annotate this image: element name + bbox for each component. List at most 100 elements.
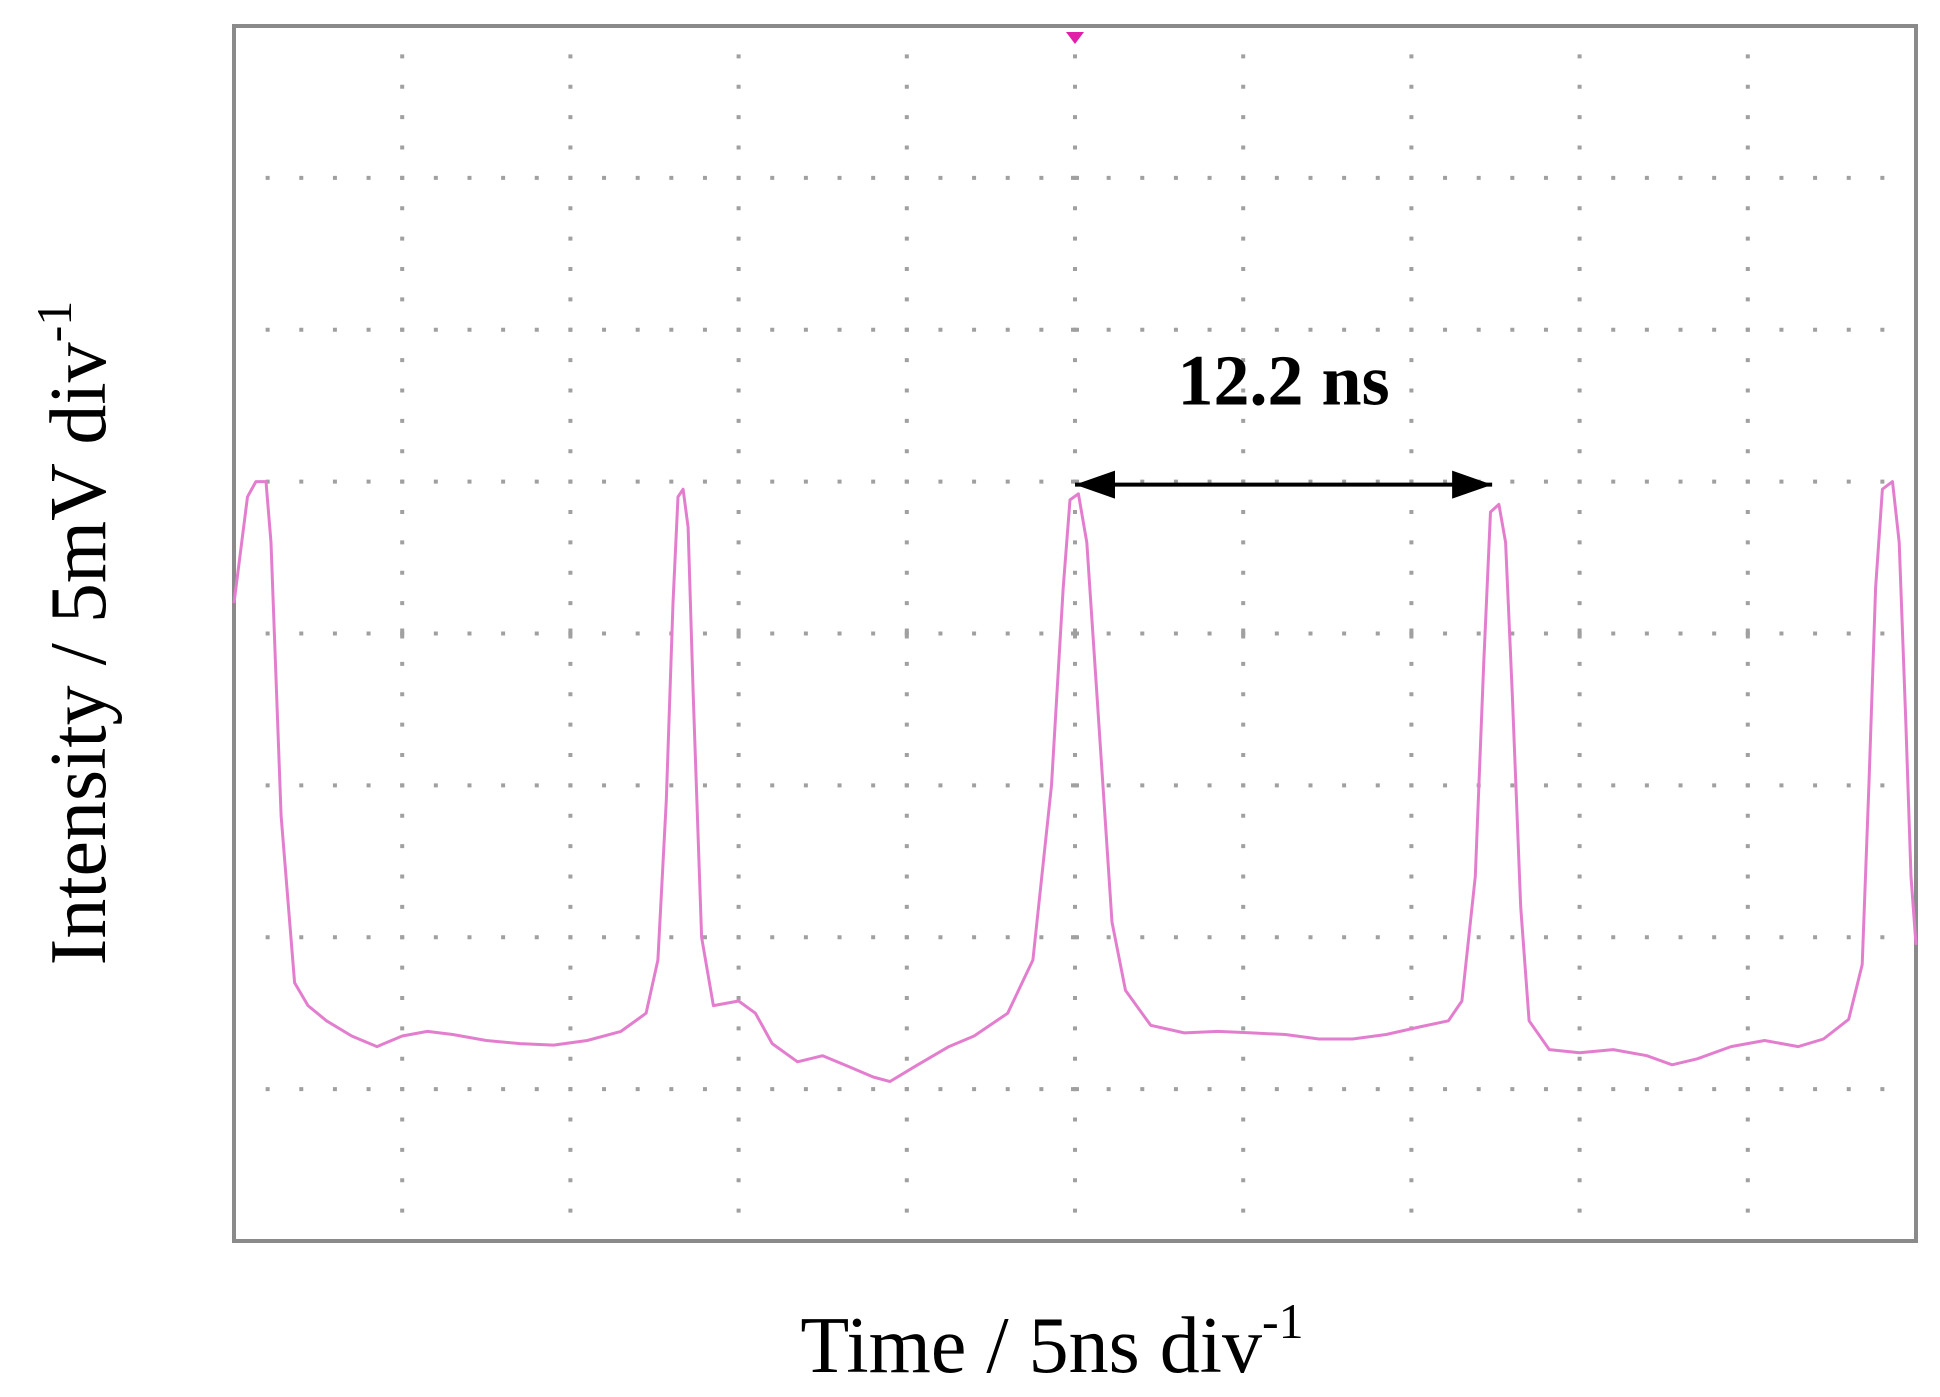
grid-dot bbox=[1106, 327, 1111, 332]
grid-dot bbox=[770, 783, 775, 788]
grid-dot bbox=[803, 175, 808, 180]
grid-dot bbox=[1073, 813, 1077, 818]
grid-dot bbox=[1577, 783, 1582, 788]
grid-dot bbox=[1745, 297, 1750, 302]
grid-dot bbox=[467, 479, 472, 484]
signal-trace bbox=[232, 480, 1918, 1083]
grid-dot bbox=[400, 115, 405, 120]
grid-dot bbox=[534, 479, 539, 484]
grid-dot bbox=[1375, 935, 1380, 940]
grid-dot bbox=[1274, 175, 1279, 180]
grid-dot bbox=[265, 327, 270, 332]
grid-dot bbox=[1577, 510, 1582, 514]
grid-dot bbox=[904, 297, 909, 302]
grid-dot bbox=[1073, 84, 1077, 89]
grid-dot bbox=[1745, 783, 1750, 788]
grid-dot bbox=[1308, 175, 1313, 180]
grid-dot bbox=[1274, 935, 1279, 940]
grid-dot bbox=[1476, 1087, 1481, 1092]
grid-dot bbox=[1409, 1147, 1414, 1152]
grid-dot bbox=[1409, 267, 1414, 271]
grid-dot bbox=[1577, 601, 1582, 606]
grid-dot bbox=[332, 631, 337, 636]
grid-dot bbox=[366, 783, 371, 788]
grid-dot bbox=[1342, 631, 1347, 636]
grid-dot bbox=[1241, 418, 1246, 423]
grid-dot bbox=[904, 904, 909, 909]
grid-dot bbox=[736, 874, 741, 879]
grid-dot bbox=[1073, 783, 1077, 788]
grid-dot bbox=[1241, 601, 1246, 606]
grid-dot bbox=[736, 449, 741, 454]
grid-dot bbox=[568, 1026, 573, 1031]
grid-dot bbox=[1342, 1087, 1347, 1092]
grid-dot bbox=[433, 631, 438, 636]
grid-dot bbox=[568, 236, 573, 241]
grid-dot bbox=[904, 661, 909, 666]
grid-dot bbox=[400, 874, 405, 879]
grid-dot bbox=[904, 510, 909, 514]
grid-dot bbox=[871, 631, 876, 636]
grid-dot bbox=[1342, 783, 1347, 788]
grid-dot bbox=[1241, 692, 1246, 697]
grid-dot bbox=[400, 935, 405, 940]
grid-dot bbox=[1779, 1087, 1784, 1092]
grid-dot bbox=[1073, 996, 1077, 1000]
grid-dot bbox=[1577, 115, 1582, 120]
grid-dot bbox=[1173, 327, 1178, 332]
grid-dot bbox=[1073, 1178, 1077, 1183]
grid-dot bbox=[1073, 904, 1077, 909]
grid-dot bbox=[400, 175, 405, 180]
grid-dot bbox=[938, 631, 943, 636]
grid-dot bbox=[1106, 631, 1111, 636]
grid-dot bbox=[736, 1208, 741, 1213]
grid-dot bbox=[904, 935, 909, 940]
grid-dot bbox=[1846, 1087, 1851, 1092]
grid-dot bbox=[736, 628, 741, 639]
grid-dot bbox=[904, 84, 909, 89]
grid-dot bbox=[1712, 327, 1717, 332]
grid-dot bbox=[1409, 661, 1414, 666]
grid-dot bbox=[1241, 1026, 1246, 1031]
grid-dot bbox=[1779, 631, 1784, 636]
grid-dot bbox=[904, 965, 909, 970]
grid-dot bbox=[400, 84, 405, 89]
grid-dot bbox=[1745, 175, 1750, 180]
grid-dot bbox=[1577, 267, 1582, 271]
grid-dot bbox=[1073, 449, 1077, 454]
grid-dot bbox=[534, 327, 539, 332]
grid-dot bbox=[1577, 206, 1582, 211]
grid-dot bbox=[1241, 1178, 1246, 1183]
grid-dot bbox=[1005, 327, 1010, 332]
grid-dot bbox=[736, 1117, 741, 1122]
grid-dot bbox=[568, 327, 573, 332]
grid-dot bbox=[400, 601, 405, 606]
grid-dot bbox=[1241, 1087, 1246, 1092]
grid-dot bbox=[1409, 1117, 1414, 1122]
grid-dot bbox=[568, 1147, 573, 1152]
grid-dot bbox=[1073, 1087, 1077, 1092]
grid-dot bbox=[871, 327, 876, 332]
grid-dot bbox=[568, 540, 573, 545]
grid-dot bbox=[1140, 1087, 1145, 1092]
grid-dot bbox=[1073, 236, 1077, 241]
grid-dot bbox=[1073, 115, 1077, 120]
grid-dot bbox=[837, 175, 842, 180]
grid-dot bbox=[568, 267, 573, 271]
grid-dot bbox=[837, 327, 842, 332]
grid-dot bbox=[1577, 753, 1582, 757]
grid-dot bbox=[1073, 1056, 1077, 1061]
grid-dot bbox=[1241, 236, 1246, 241]
grid-dot bbox=[501, 783, 506, 788]
grid-dot bbox=[1577, 175, 1582, 180]
grid-dot bbox=[635, 631, 640, 636]
grid-dot bbox=[568, 145, 573, 150]
grid-dot bbox=[467, 631, 472, 636]
grid-dot bbox=[1409, 115, 1414, 120]
grid-dot bbox=[803, 479, 808, 484]
grid-dot bbox=[1241, 844, 1246, 849]
grid-dot bbox=[534, 631, 539, 636]
grid-dot bbox=[1745, 874, 1750, 879]
grid-dot bbox=[904, 1056, 909, 1061]
